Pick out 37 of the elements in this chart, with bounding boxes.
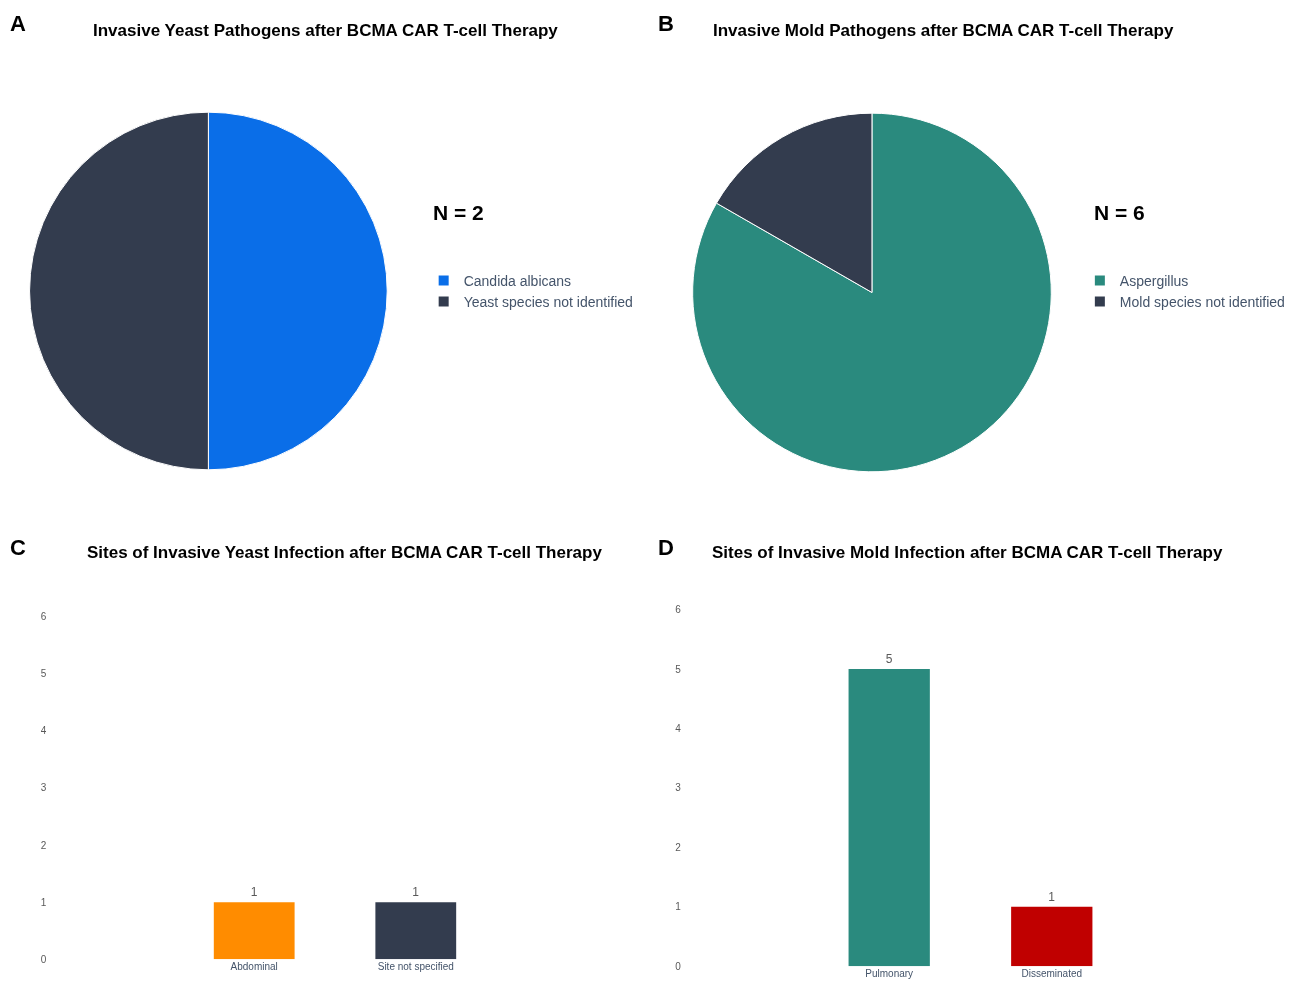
legend-label: Aspergillus bbox=[1119, 272, 1189, 289]
legend-label: Mold species not identified bbox=[1119, 294, 1285, 311]
text: B bbox=[658, 11, 674, 36]
x-tick-label: Abdominal bbox=[230, 961, 278, 973]
chart-title: Sites of Invasive Mold Infection after BCMA CAR T-cell Therapy bbox=[712, 543, 1223, 562]
chart-title: Sites of Invasive Yeast Infection after BCMA CAR T-cell Therapy bbox=[87, 543, 603, 562]
legend-label: Yeast species not identified bbox=[463, 294, 633, 311]
text: D bbox=[658, 535, 674, 560]
y-tick-label: 3 bbox=[675, 782, 682, 794]
y-tick-label: 3 bbox=[40, 782, 47, 794]
x-tick-label: Pulmonary bbox=[865, 968, 914, 980]
text: C bbox=[10, 535, 26, 560]
y-tick-label: 2 bbox=[675, 841, 682, 853]
y-tick-label: 1 bbox=[40, 896, 47, 908]
y-tick-label: 5 bbox=[40, 668, 47, 680]
text: N = 6 bbox=[1094, 201, 1145, 224]
x-tick-label: Site not specified bbox=[377, 961, 454, 973]
y-tick-label: 4 bbox=[675, 722, 682, 734]
text: N = 2 bbox=[433, 201, 484, 224]
text: A bbox=[10, 11, 26, 36]
y-tick-label: 4 bbox=[40, 725, 47, 737]
data-label: 1 bbox=[250, 885, 258, 900]
chart-title: Invasive Yeast Pathogens after BCMA CAR T-cell Therapy bbox=[93, 21, 559, 40]
y-tick-label: 0 bbox=[675, 960, 682, 972]
y-tick-label: 1 bbox=[675, 901, 682, 913]
data-label: 1 bbox=[412, 885, 420, 900]
y-tick-label: 5 bbox=[675, 663, 682, 675]
chart-title: Invasive Mold Pathogens after BCMA CAR T-cell Therapy bbox=[713, 21, 1174, 40]
y-tick-label: 0 bbox=[40, 953, 47, 965]
legend-label: Candida albicans bbox=[463, 272, 572, 289]
data-label: 1 bbox=[1048, 889, 1056, 904]
y-tick-label: 2 bbox=[40, 839, 47, 851]
x-tick-label: Disseminated bbox=[1021, 968, 1083, 980]
y-tick-label: 6 bbox=[40, 610, 47, 622]
data-label: 5 bbox=[885, 652, 893, 667]
y-tick-label: 6 bbox=[675, 604, 682, 616]
pie-slice bbox=[692, 112, 1052, 473]
